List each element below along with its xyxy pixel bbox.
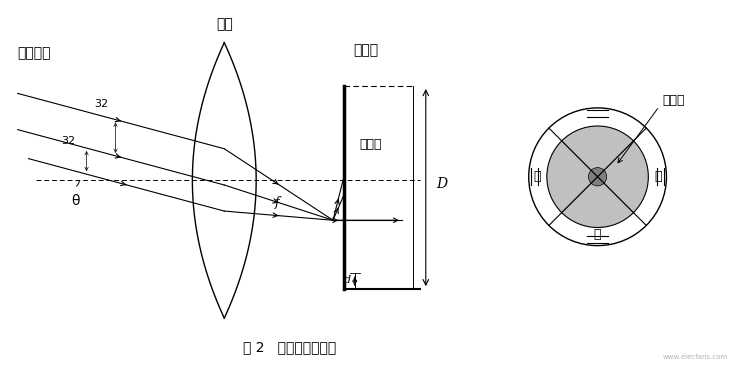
Circle shape <box>529 108 666 245</box>
Circle shape <box>588 167 607 186</box>
Text: θ: θ <box>72 194 80 208</box>
Text: 主光轴: 主光轴 <box>360 138 383 151</box>
Text: 图 2   传感器跟踪原理: 图 2 传感器跟踪原理 <box>243 340 336 354</box>
Text: 透镜: 透镜 <box>216 18 233 32</box>
Text: 二: 二 <box>654 170 661 183</box>
Text: 四: 四 <box>534 170 541 183</box>
Text: 太阳像: 太阳像 <box>663 94 685 107</box>
Text: D: D <box>436 177 447 191</box>
Text: 三: 三 <box>594 228 602 241</box>
Text: 光电池: 光电池 <box>353 43 378 57</box>
Text: 入射光线: 入射光线 <box>17 46 51 60</box>
Text: d: d <box>344 275 351 286</box>
Text: f: f <box>275 196 279 209</box>
Circle shape <box>547 126 648 227</box>
Text: 32: 32 <box>94 99 108 109</box>
Text: www.elecfans.com: www.elecfans.com <box>663 354 728 360</box>
Text: 32: 32 <box>61 135 75 145</box>
